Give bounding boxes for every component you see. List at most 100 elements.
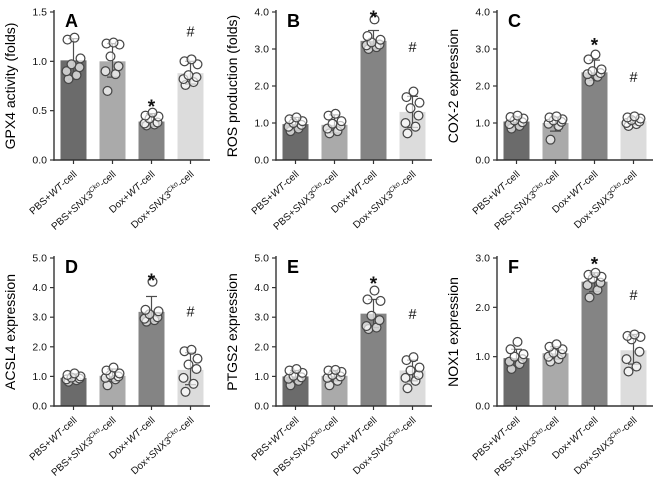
panel-letter: D <box>65 257 78 277</box>
x-tick-label: PBS+SNX3Cko-cell <box>271 169 340 233</box>
y-axis-title: COX-2 expression <box>445 29 461 143</box>
panel-letter: A <box>65 11 78 31</box>
data-point <box>596 64 607 75</box>
x-tick-label: PBS+SNX3Cko-cell <box>493 415 562 479</box>
data-point <box>545 134 556 145</box>
y-axis-title: PTGS2 expression <box>224 273 240 391</box>
data-point <box>582 280 593 291</box>
panel-letter: C <box>508 11 521 31</box>
x-tick-label: PBS+SNX3Cko-cell <box>49 415 118 479</box>
y-tick-label: 2.0 <box>32 341 47 353</box>
data-point <box>402 383 413 394</box>
data-point <box>505 344 516 355</box>
y-tick-label: 1.5 <box>32 7 47 19</box>
data-point <box>583 54 594 65</box>
y-tick-label: 5.0 <box>254 253 269 265</box>
data-point <box>400 372 411 383</box>
x-tick-label: PBS+SNX3Cko-cell <box>49 169 118 233</box>
data-point <box>410 121 421 132</box>
data-point <box>414 97 425 108</box>
data-point <box>374 315 385 326</box>
data-point <box>75 53 86 64</box>
data-point <box>108 362 119 373</box>
data-point <box>191 72 202 83</box>
y-axis-title: ROS production (folds) <box>224 15 240 157</box>
y-tick-label: 4.0 <box>476 7 491 19</box>
y-tick-label: 4.0 <box>254 7 269 19</box>
sig-star: * <box>148 97 156 118</box>
data-point <box>330 108 341 119</box>
x-tick-label: PBS+SNX3Cko-cell <box>493 169 562 233</box>
data-point <box>623 366 634 377</box>
y-tick-label: 3.0 <box>254 312 269 324</box>
panel-letter: F <box>508 257 519 277</box>
y-tick-label: 1.0 <box>476 118 491 130</box>
data-point <box>400 117 411 129</box>
data-point <box>147 107 158 118</box>
data-point <box>61 66 72 77</box>
data-point <box>551 111 562 122</box>
data-point <box>518 349 529 360</box>
data-point <box>192 353 203 364</box>
y-tick-label: 1.0 <box>476 351 491 363</box>
y-tick-label: 0.0 <box>254 155 269 167</box>
data-point <box>362 294 373 305</box>
data-point <box>590 49 601 60</box>
y-tick-label: 3.0 <box>32 312 47 324</box>
panel-A: 0.0 0.5 1.0 1.5 PBS+WT-cell PBS+SNX3Cko-cell D… <box>0 0 222 246</box>
x-tick-label: PBS+SNX3Cko-cell <box>271 415 340 479</box>
y-tick-label: 1.0 <box>254 118 269 130</box>
bar <box>138 311 165 406</box>
data-point <box>330 364 341 375</box>
y-tick-label: 0.0 <box>32 401 47 413</box>
data-point <box>102 85 113 96</box>
panel-B: 0.0 1.0 2.0 3.0 4.0 PBS+WT-cell PBS+SNX3Cko-ce… <box>222 0 444 246</box>
panel-B-chart: 0.01.02.03.04.0PBS+WT-cellPBS+SNX3Cko-ce… <box>224 7 432 233</box>
data-point <box>291 112 302 123</box>
y-tick-label: 1.0 <box>254 371 269 383</box>
data-point <box>291 363 302 375</box>
data-point <box>114 368 125 379</box>
data-point <box>362 31 373 42</box>
data-point <box>105 51 116 62</box>
y-tick-label: 1.0 <box>32 56 47 68</box>
data-point <box>108 37 119 48</box>
data-point <box>178 372 189 383</box>
data-point <box>366 310 377 321</box>
y-tick-label: 1.0 <box>32 371 47 383</box>
y-tick-label: 0.0 <box>254 401 269 413</box>
sig-hash: # <box>186 304 194 320</box>
sig-hash: # <box>408 40 416 56</box>
sig-hash: # <box>630 288 638 304</box>
data-point <box>361 321 372 332</box>
y-tick-label: 5.0 <box>32 253 47 265</box>
sig-star: * <box>591 36 599 57</box>
data-point <box>336 116 347 127</box>
data-point <box>408 86 419 97</box>
y-tick-label: 3.0 <box>476 44 491 56</box>
panel-F-chart: 0.01.02.03.0PBS+WT-cellPBS+SNX3Cko-cellD… <box>445 253 654 479</box>
panel-D: 0.0 1.0 2.0 3.0 4.0 5.0 PBS+WT-cell PBS+SNX3Cko… <box>0 246 222 492</box>
data-point <box>512 336 523 347</box>
data-point <box>375 295 386 306</box>
sig-hash: # <box>408 307 416 323</box>
data-point <box>634 346 645 357</box>
data-point <box>186 54 197 65</box>
data-point <box>402 128 413 139</box>
y-tick-label: 0.0 <box>32 155 47 167</box>
y-tick-label: 2.0 <box>254 341 269 353</box>
data-point <box>590 267 601 278</box>
data-point <box>113 61 124 72</box>
data-point <box>414 362 425 373</box>
bar <box>581 72 608 160</box>
panel-letter: E <box>287 257 299 277</box>
data-point <box>69 32 80 43</box>
bar <box>360 40 387 160</box>
data-point <box>584 292 595 303</box>
data-point <box>183 70 194 81</box>
data-point <box>375 34 386 45</box>
sig-star: * <box>369 8 377 29</box>
data-point <box>327 118 338 129</box>
y-tick-label: 2.0 <box>476 81 491 93</box>
data-point <box>408 352 419 363</box>
